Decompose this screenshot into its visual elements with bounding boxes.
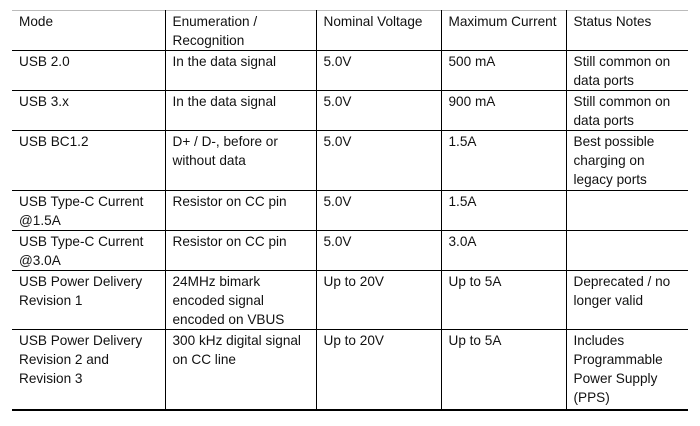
table-cell: Best possible charging on legacy ports (565, 130, 688, 191)
table-cell: 900 mA (440, 90, 567, 131)
table-cell: USB BC1.2 (12, 130, 166, 191)
table-cell: 5.0V (315, 90, 442, 131)
header-cell: Maximum Current (440, 10, 567, 51)
table-cell: USB 2.0 (12, 50, 166, 91)
table-cell: USB 3.x (12, 90, 166, 131)
table-cell: 5.0V (315, 50, 442, 91)
table-row: USB BC1.2 D+ / D-, before or without data… (12, 130, 688, 191)
table-cell: USB Power Delivery Revision 1 (12, 270, 166, 330)
table-cell: 5.0V (315, 130, 442, 191)
table-cell: Deprecated / no longer valid (565, 270, 688, 330)
table-body: USB 2.0 In the data signal 5.0V 500 mA Still… (12, 50, 688, 411)
header-cell: Nominal Voltage (315, 10, 442, 51)
table-cell: Still common on data ports (565, 50, 688, 91)
table-cell: USB Type-C Current @1.5A (12, 190, 166, 231)
table-cell: 24MHz bimark encoded signal encoded on V… (164, 270, 317, 330)
table-cell (565, 190, 688, 231)
table-row: USB 3.x In the data signal 5.0V 900 mA Still… (12, 90, 688, 131)
table-cell: Resistor on CC pin (164, 230, 317, 271)
table-cell: 1.5A (440, 130, 567, 191)
table-cell: Includes Programmable Power Supply (PPS) (565, 329, 688, 411)
table-cell: In the data signal (164, 90, 317, 131)
table-cell: 5.0V (315, 190, 442, 231)
table-cell: Resistor on CC pin (164, 190, 317, 231)
table-cell (565, 230, 688, 271)
table-cell: Up to 20V (315, 270, 442, 330)
usb-modes-table: Mode Enumeration / Recognition Nominal Vol… (12, 10, 688, 411)
table-row: USB Type-C Current @3.0A Resistor on CC p… (12, 230, 688, 271)
table-row: USB Power Delivery Revision 1 24MHz bimar… (12, 270, 688, 330)
table-row: USB Power Delivery Revision 2 and Revisi… (12, 329, 688, 411)
table-cell: USB Type-C Current @3.0A (12, 230, 166, 271)
table-cell: 1.5A (440, 190, 567, 231)
table-cell: 300 kHz digital signal on CC line (164, 329, 317, 411)
table-cell: USB Power Delivery Revision 2 and Revisi… (12, 329, 166, 411)
table-cell: Up to 5A (440, 329, 567, 411)
table-cell: 500 mA (440, 50, 567, 91)
header-row: Mode Enumeration / Recognition Nominal Vol… (12, 10, 688, 51)
table-cell: In the data signal (164, 50, 317, 91)
header-cell: Enumeration / Recognition (164, 10, 317, 51)
table-cell: Up to 20V (315, 329, 442, 411)
table-cell: Up to 5A (440, 270, 567, 330)
table-cell: Still common on data ports (565, 90, 688, 131)
header-cell: Status Notes (565, 10, 688, 51)
table-cell: 3.0A (440, 230, 567, 271)
header-cell: Mode (12, 10, 166, 51)
table-cell: D+ / D-, before or without data (164, 130, 317, 191)
table-cell: 5.0V (315, 230, 442, 271)
table-row: USB Type-C Current @1.5A Resistor on CC p… (12, 190, 688, 231)
table-row: USB 2.0 In the data signal 5.0V 500 mA Still… (12, 50, 688, 91)
table-header: Mode Enumeration / Recognition Nominal Vol… (12, 10, 688, 51)
